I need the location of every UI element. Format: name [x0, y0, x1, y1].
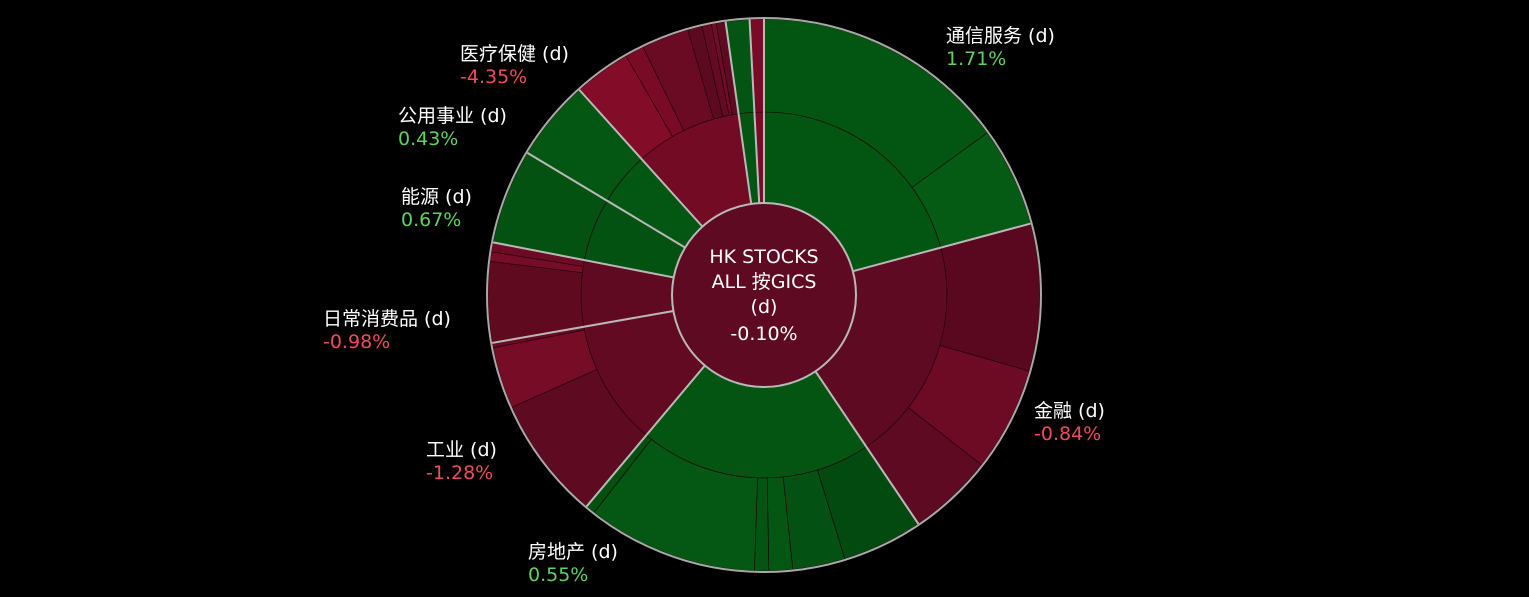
sector-label-value-6: 0.43%: [398, 128, 458, 150]
sector-label-value-3: -1.28%: [426, 462, 493, 484]
center-title-line-3: (d): [751, 296, 778, 318]
sector-label-name-4: 日常消费品 (d): [323, 308, 451, 330]
sector-divider-9: [748, 19, 761, 204]
center-title-line-2: ALL 按GICS: [712, 271, 817, 293]
outer-ring: [486, 17, 1042, 573]
sector-label-name-3: 工业 (d): [426, 439, 497, 461]
sector-label-value-2: 0.55%: [528, 564, 588, 586]
sector-label-value-4: -0.98%: [323, 331, 390, 353]
sector-divider-5: [492, 241, 674, 279]
sector-label-value-5: 0.67%: [401, 209, 461, 231]
sector-label-name-0: 通信服务 (d): [946, 25, 1055, 47]
sector-divider-2: [814, 370, 920, 525]
center-value: -0.10%: [730, 323, 797, 345]
sector-label-name-2: 房地产 (d): [528, 541, 618, 563]
sector-divider-8: [724, 21, 753, 205]
sector-divider-1: [852, 222, 1031, 273]
sector-labels: 通信服务 (d)1.71% 金融 (d)-0.84% 房地产 (d)0.55% 工业 …: [323, 25, 1105, 586]
center-node[interactable]: HK STOCKS ALL 按GICS (d) -0.10%: [671, 202, 857, 388]
sector-label-name-7: 医疗保健 (d): [460, 43, 569, 65]
sector-label-name-6: 公用事业 (d): [398, 105, 507, 127]
sector-divider-6: [526, 151, 686, 249]
sector-label-name-5: 能源 (d): [401, 186, 472, 208]
sector-divider-4: [492, 309, 674, 344]
sector-1-child-0[interactable]: [939, 223, 1041, 372]
sector-label-value-7: -4.35%: [460, 66, 527, 88]
sector-label-value-0: 1.71%: [946, 48, 1006, 70]
sector-label-value-1: -0.84%: [1034, 423, 1101, 445]
sector-divider-7: [578, 89, 704, 228]
center-disc[interactable]: [671, 202, 857, 388]
sector-label-name-1: 金融 (d): [1034, 400, 1105, 422]
sector-divider-3: [585, 364, 706, 508]
center-title-line-1: HK STOCKS: [709, 246, 818, 268]
sunburst-segments: [487, 18, 1041, 572]
